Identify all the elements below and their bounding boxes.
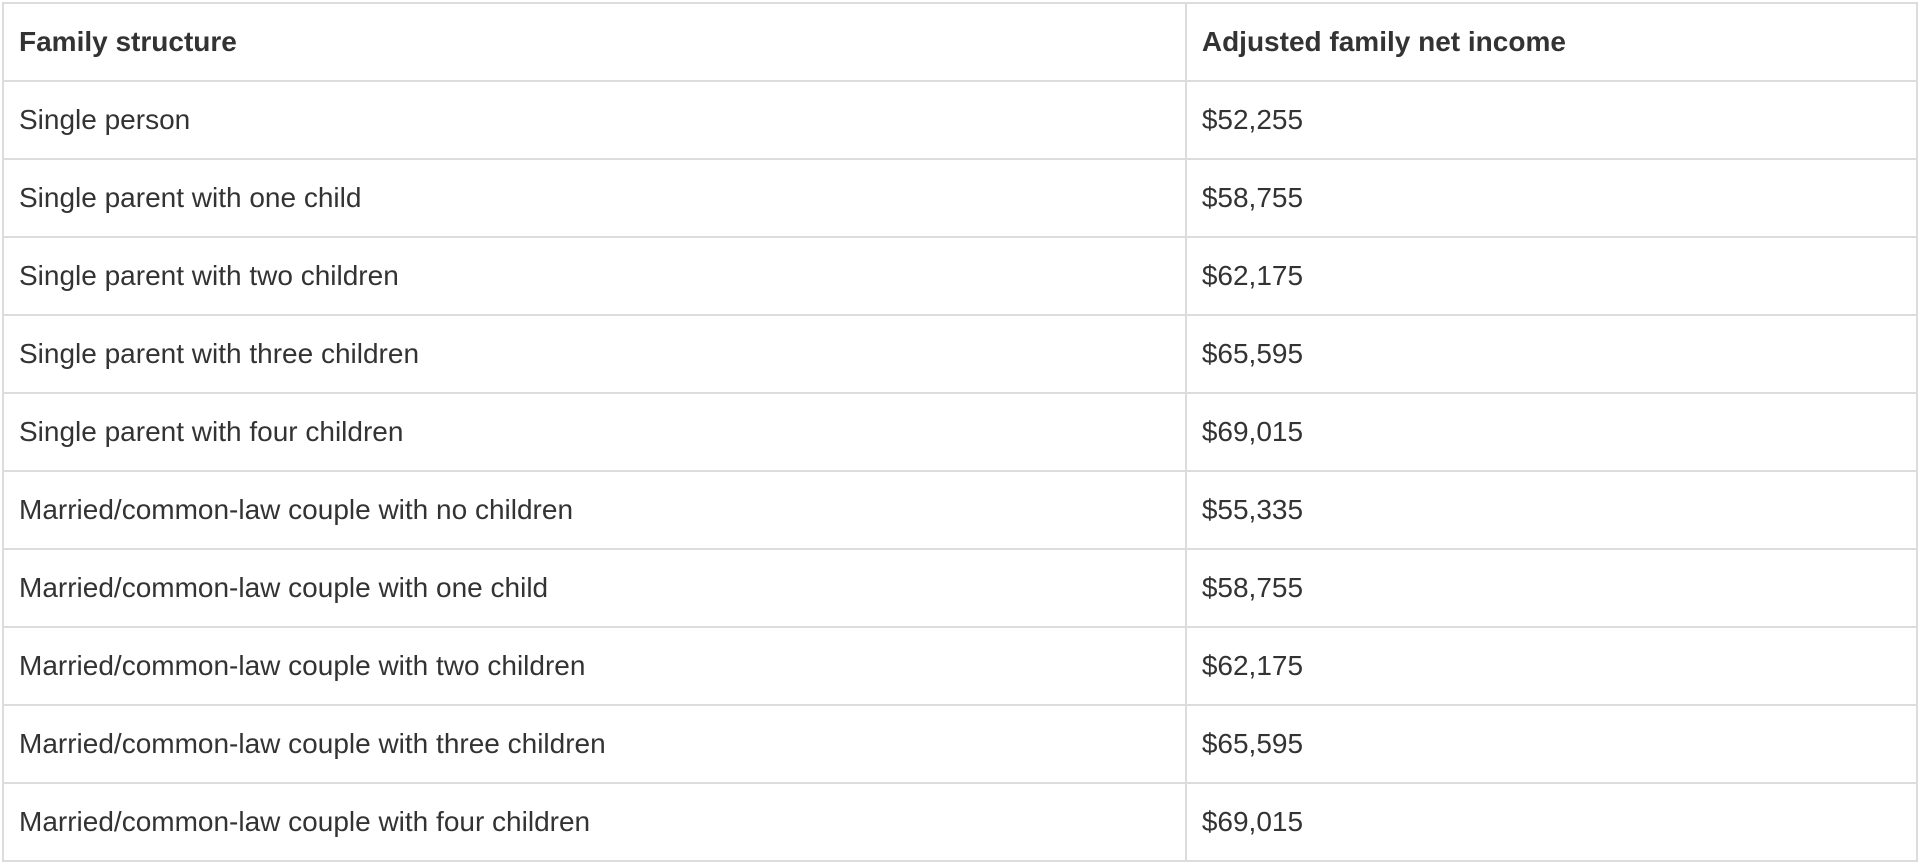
income-cell: $55,335 (1184, 470, 1919, 550)
family-structure-cell: Single parent with three children (2, 314, 1187, 394)
family-structure-cell: Married/common-law couple with two child… (2, 626, 1187, 706)
income-cell: $58,755 (1184, 158, 1919, 238)
column-header-family-structure: Family structure (2, 2, 1187, 82)
income-cell: $65,595 (1184, 314, 1919, 394)
family-structure-cell: Married/common-law couple with three chi… (2, 704, 1187, 784)
family-structure-cell: Married/common-law couple with four chil… (2, 782, 1187, 862)
table-row: Single parent with two children $62,175 (2, 236, 1919, 316)
table-row: Married/common-law couple with three chi… (2, 704, 1919, 784)
family-structure-cell: Married/common-law couple with no childr… (2, 470, 1187, 550)
table-row: Single parent with one child $58,755 (2, 158, 1919, 238)
income-cell: $65,595 (1184, 704, 1919, 784)
family-structure-cell: Single parent with two children (2, 236, 1187, 316)
income-cell: $69,015 (1184, 392, 1919, 472)
table-row: Single parent with three children $65,59… (2, 314, 1919, 394)
family-structure-cell: Single person (2, 80, 1187, 160)
family-structure-cell: Married/common-law couple with one child (2, 548, 1187, 628)
income-cell: $52,255 (1184, 80, 1919, 160)
table-row: Single person $52,255 (2, 80, 1919, 160)
table-header-row: Family structure Adjusted family net inc… (2, 2, 1919, 82)
table-row: Married/common-law couple with one child… (2, 548, 1919, 628)
table-row: Married/common-law couple with two child… (2, 626, 1919, 706)
table-row: Married/common-law couple with no childr… (2, 470, 1919, 550)
income-cell: $58,755 (1184, 548, 1919, 628)
table-row: Single parent with four children $69,015 (2, 392, 1919, 472)
income-cell: $62,175 (1184, 626, 1919, 706)
family-structure-cell: Single parent with one child (2, 158, 1187, 238)
income-cell: $62,175 (1184, 236, 1919, 316)
table-row: Married/common-law couple with four chil… (2, 782, 1919, 862)
column-header-adjusted-family-net-income: Adjusted family net income (1184, 2, 1919, 82)
income-cell: $69,015 (1184, 782, 1919, 862)
family-structure-cell: Single parent with four children (2, 392, 1187, 472)
